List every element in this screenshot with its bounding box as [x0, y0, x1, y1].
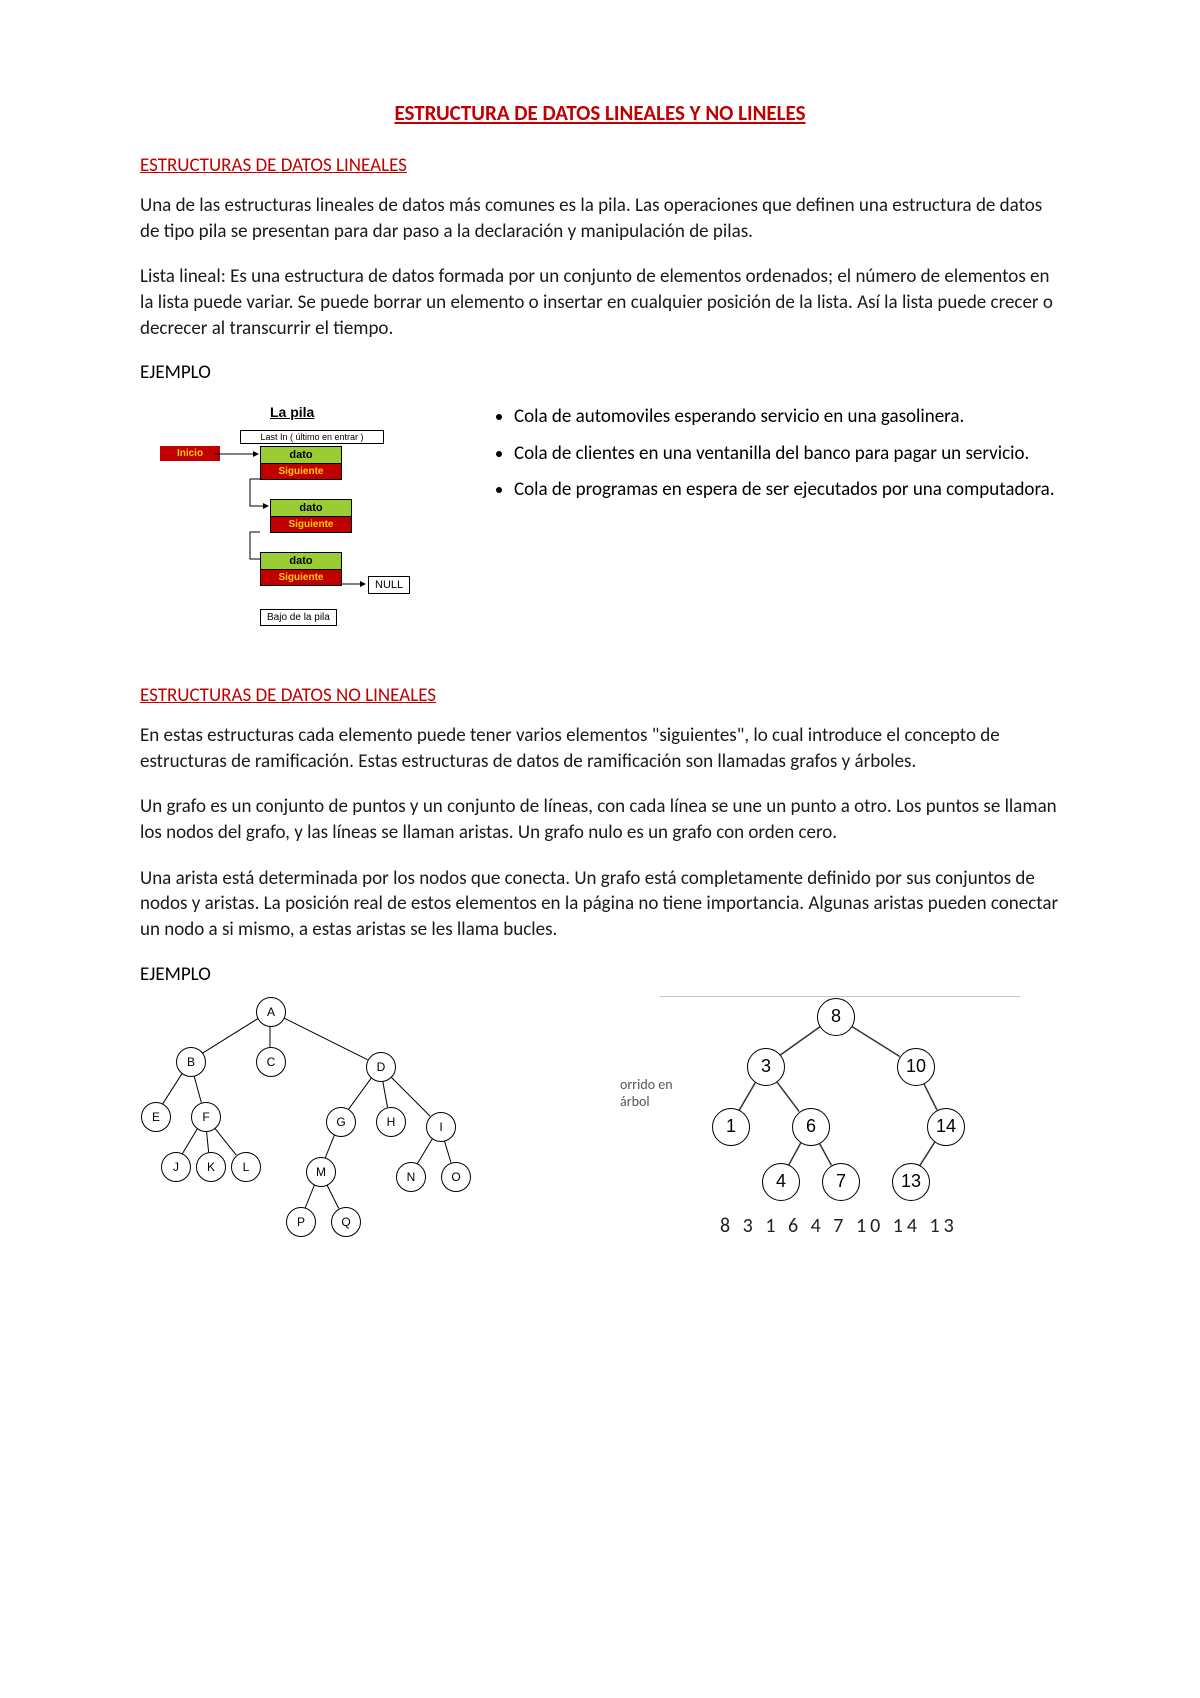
tree-node-4: 4 — [762, 1163, 800, 1201]
pila-diagram: La pila Last In ( último en entrar ) Ini… — [140, 394, 460, 654]
example-2-label: EJEMPLO — [140, 963, 1060, 986]
bst-label: orrido enárbol — [620, 1076, 673, 1110]
pila-bajo-box: Bajo de la pila — [260, 609, 337, 626]
pila-dato-2: dato — [271, 500, 351, 517]
tree-node-13: 13 — [892, 1163, 930, 1201]
tree-node-Q: Q — [331, 1207, 361, 1237]
tree-node-1: 1 — [712, 1108, 750, 1146]
tree-node-L: L — [231, 1152, 261, 1182]
tree-node-J: J — [161, 1152, 191, 1182]
tree-node-C: C — [256, 1047, 286, 1077]
pila-node-1: dato Siguiente — [260, 446, 342, 480]
section-2-p1: En estas estructuras cada elemento puede… — [140, 723, 1060, 774]
tree-node-N: N — [396, 1162, 426, 1192]
tree-node-M: M — [306, 1157, 336, 1187]
main-title: ESTRUCTURA DE DATOS LINEALES Y NO LINELE… — [140, 100, 1060, 126]
tree-node-A: A — [256, 997, 286, 1027]
tree-node-I: I — [426, 1112, 456, 1142]
tree-node-3: 3 — [747, 1048, 785, 1086]
pila-sig-3: Siguiente — [261, 570, 341, 585]
pila-null-box: NULL — [368, 576, 410, 594]
tree-node-O: O — [441, 1162, 471, 1192]
example-1-label: EJEMPLO — [140, 361, 1060, 384]
tree-node-8: 8 — [817, 998, 855, 1036]
document-page: ESTRUCTURA DE DATOS LINEALES Y NO LINELE… — [0, 0, 1200, 1698]
pila-dato-3: dato — [261, 553, 341, 570]
bst-sequence: 8 3 1 6 4 7 10 14 13 — [720, 1214, 958, 1238]
tree-node-14: 14 — [927, 1108, 965, 1146]
tree-node-6: 6 — [792, 1108, 830, 1146]
bullets-list: Cola de automoviles esperando servicio e… — [490, 394, 1060, 514]
tree-node-D: D — [366, 1052, 396, 1082]
example-1-row: La pila Last In ( último en entrar ) Ini… — [140, 394, 1060, 654]
pila-node-3: dato Siguiente — [260, 552, 342, 586]
pila-node-2: dato Siguiente — [270, 499, 352, 533]
tree-node-F: F — [191, 1102, 221, 1132]
section-2-p3: Una arista está determinada por los nodo… — [140, 866, 1060, 943]
tree-node-E: E — [141, 1102, 171, 1132]
section-1-p1: Una de las estructuras lineales de datos… — [140, 193, 1060, 244]
pila-sig-1: Siguiente — [261, 464, 341, 479]
section-1-heading: ESTRUCTURAS DE DATOS LINEALES — [140, 154, 1060, 177]
bullet-3: Cola de programas en espera de ser ejecu… — [514, 477, 1060, 504]
tree-bst-diagram: 83 10 1 6 14 47 13 orrido enárbol 8 3 1 6 4 7 10… — [600, 996, 1020, 1236]
section-2-heading: ESTRUCTURAS DE DATOS NO LINEALES — [140, 684, 1060, 707]
section-1-p2: Lista lineal: Es una estructura de datos… — [140, 264, 1060, 341]
tree-node-B: B — [176, 1047, 206, 1077]
tree-node-K: K — [196, 1152, 226, 1182]
tree-node-10: 10 — [897, 1048, 935, 1086]
trees-row: A B C D EF GHI JKL M NO PQ 83 10 1 6 14 47 13 orrido ená… — [140, 996, 1060, 1236]
pila-dato-1: dato — [261, 447, 341, 464]
tree-node-P: P — [286, 1207, 316, 1237]
bullet-2: Cola de clientes en una ventanilla del b… — [514, 441, 1060, 468]
section-2-p2: Un grafo es un conjunto de puntos y un c… — [140, 794, 1060, 845]
tree-letters-diagram: A B C D EF GHI JKL M NO PQ — [140, 996, 560, 1236]
tree-node-7: 7 — [822, 1163, 860, 1201]
pila-sig-2: Siguiente — [271, 517, 351, 532]
bullet-1: Cola de automoviles esperando servicio e… — [514, 404, 1060, 431]
tree-node-G: G — [326, 1107, 356, 1137]
tree-node-H: H — [376, 1107, 406, 1137]
